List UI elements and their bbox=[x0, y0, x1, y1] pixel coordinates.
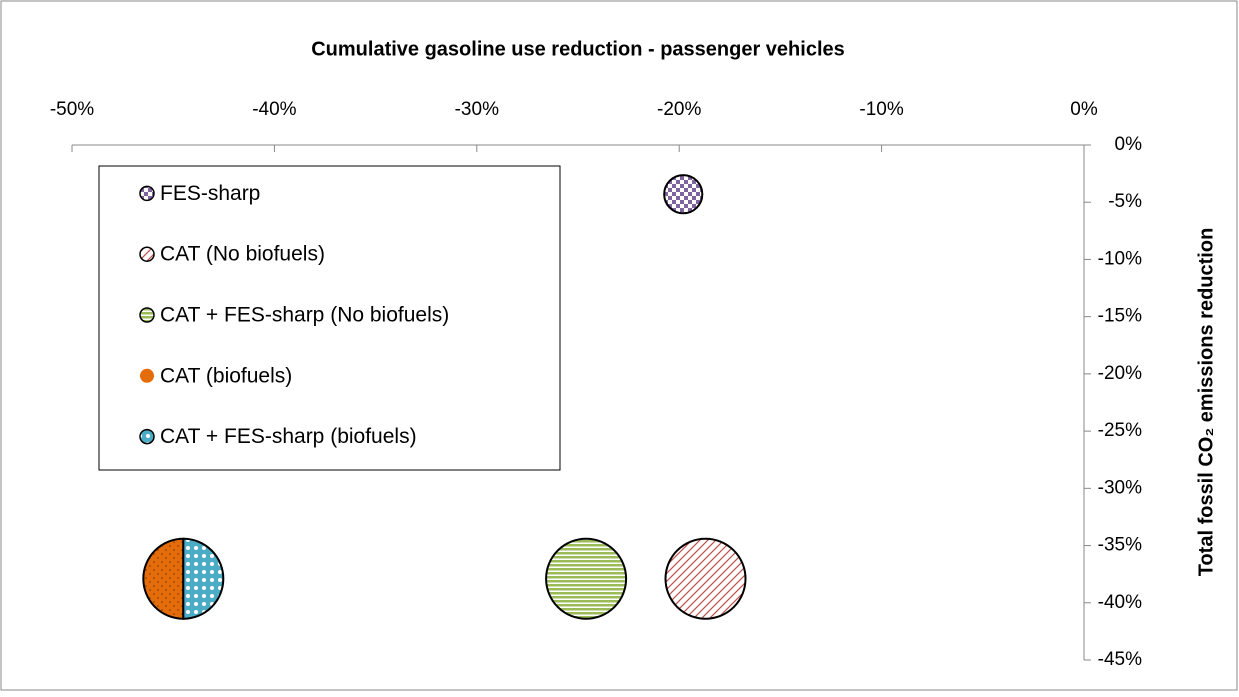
x-tick-label: -50% bbox=[50, 99, 94, 120]
legend-label: CAT + FES-sharp (No biofuels) bbox=[160, 304, 449, 327]
legend-marker bbox=[139, 307, 155, 323]
legend-marker bbox=[139, 246, 155, 262]
legend-label: CAT (No biofuels) bbox=[160, 243, 325, 266]
bubble bbox=[182, 537, 225, 620]
y-axis-title: Total fossil CO₂ emissions reduction bbox=[1195, 228, 1217, 577]
y-tick-label: -25% bbox=[1098, 420, 1142, 441]
bubble bbox=[545, 537, 628, 620]
y-tick-label: -15% bbox=[1098, 306, 1142, 327]
bubble bbox=[664, 537, 747, 620]
y-tick-label: -40% bbox=[1098, 592, 1142, 613]
y-tick-label: -20% bbox=[1098, 363, 1142, 384]
x-tick-label: -20% bbox=[657, 99, 701, 120]
x-tick-label: -30% bbox=[455, 99, 499, 120]
y-tick-label: 0% bbox=[1115, 134, 1143, 155]
y-tick-label: -10% bbox=[1098, 248, 1142, 269]
legend-label: FES-sharp bbox=[160, 182, 260, 205]
y-tick-label: -5% bbox=[1108, 191, 1142, 212]
legend-marker bbox=[139, 185, 155, 202]
y-tick-label: -45% bbox=[1098, 649, 1142, 670]
legend-marker bbox=[139, 428, 155, 445]
y-tick-label: -30% bbox=[1098, 477, 1142, 498]
legend-label: CAT + FES-sharp (biofuels) bbox=[160, 425, 417, 448]
legend-box bbox=[98, 165, 561, 471]
x-tick-label: -10% bbox=[859, 99, 903, 120]
x-tick-label: -40% bbox=[252, 99, 296, 120]
y-tick-label: -35% bbox=[1098, 535, 1142, 556]
legend-label: CAT (biofuels) bbox=[160, 364, 292, 387]
x-tick-label: 0% bbox=[1070, 99, 1098, 120]
legend-marker bbox=[140, 368, 154, 383]
chart-title: Cumulative gasoline use reduction - pass… bbox=[311, 38, 845, 60]
bubble bbox=[663, 174, 704, 215]
bubble bbox=[142, 537, 185, 620]
